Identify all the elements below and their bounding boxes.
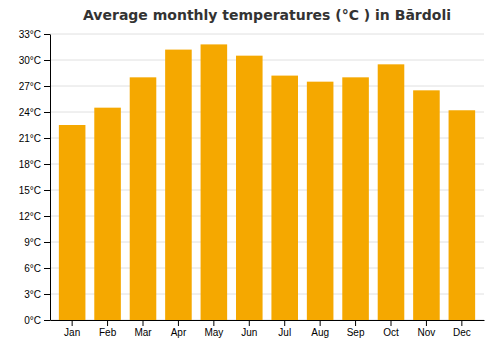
y-tick-label: 33°C [19,29,41,40]
grid-line [50,34,484,35]
x-tick-mark [461,320,462,326]
bar [378,64,405,320]
y-tick-mark [44,60,50,61]
y-tick-label: 18°C [19,159,41,170]
bar [342,77,369,320]
bars [59,44,475,320]
y-tick-mark [44,268,50,269]
x-tick: Mar [134,320,152,338]
grid-line [50,86,484,87]
y-tick: 9°C [24,237,50,248]
y-tick-label: 3°C [24,289,41,300]
x-tick: Apr [171,320,187,338]
y-tick: 18°C [19,159,50,170]
x-tick-mark [355,320,356,326]
bar [59,125,86,320]
y-tick-mark [44,86,50,87]
x-tick-label: Sep [347,327,365,338]
bar [236,56,263,320]
bar [94,108,121,320]
grid [50,34,484,320]
y-tick: 6°C [24,263,50,274]
y-tick: 27°C [19,81,50,92]
x-tick-label: Feb [99,327,117,338]
x-tick-mark [143,320,144,326]
x-tick-label: Oct [383,327,399,338]
plot: 0°C 3°C 6°C 9°C 12°C 15°C 18°C 21°C 24°C 27°C 30°C… [19,29,485,338]
bar [307,82,334,320]
x-tick: Oct [383,320,399,338]
x-tick-mark [107,320,108,326]
y-tick-label: 12°C [19,211,41,222]
y-tick-mark [44,216,50,217]
y-tick: 15°C [19,185,50,196]
x-tick: Jun [241,320,257,338]
x-tick-label: Apr [171,327,187,338]
x-axis-line [51,320,485,321]
bar [271,76,298,320]
y-tick-mark [44,190,50,191]
x-tick-label: Jan [64,327,80,338]
bar [201,44,228,320]
y-tick: 24°C [19,107,50,118]
y-axis-line [50,35,51,321]
x-tick: Sep [347,320,365,338]
y-tick-mark [44,320,50,321]
bar [413,90,440,320]
x-tick-mark [72,320,73,326]
grid-line [50,60,484,61]
x-tick-label: Jul [278,327,291,338]
y-tick: 30°C [19,55,50,66]
x-tick-mark [178,320,179,326]
bar [449,110,476,320]
x-tick-mark [426,320,427,326]
y-tick-label: 21°C [19,133,41,144]
x-tick-mark [249,320,250,326]
x-tick-label: Mar [134,327,152,338]
x-tick: Jan [64,320,80,338]
x-tick-label: Dec [453,327,471,338]
x-tick-mark [284,320,285,326]
x-tick-label: May [204,327,223,338]
x-tick-label: Aug [311,327,329,338]
x-tick: Nov [418,320,436,338]
y-tick-label: 27°C [19,81,41,92]
y-tick-mark [44,294,50,295]
y-tick-label: 9°C [24,237,41,248]
x-tick: Aug [311,320,329,338]
y-tick: 0°C [24,315,50,326]
x-tick-label: Jun [241,327,257,338]
x-tick: May [204,320,223,338]
y-tick-mark [44,112,50,113]
x-tick: Jul [278,320,291,338]
x-tick: Feb [99,320,117,338]
y-tick-label: 6°C [24,263,41,274]
y-tick: 33°C [19,29,50,40]
x-tick-mark [320,320,321,326]
bar [130,77,157,320]
y-tick-mark [44,34,50,35]
x-tick-mark [213,320,214,326]
title: Average monthly temperatures (°C ) in Bā… [83,7,451,23]
y-tick: 12°C [19,211,50,222]
chart: 0°C 3°C 6°C 9°C 12°C 15°C 18°C 21°C 24°C 27°C 30°C… [0,0,500,350]
y-tick-label: 30°C [19,55,41,66]
y-tick-label: 15°C [19,185,41,196]
y-tick-mark [44,242,50,243]
y-tick-label: 0°C [24,315,41,326]
y-tick-mark [44,164,50,165]
y-tick: 3°C [24,289,50,300]
x-tick-mark [391,320,392,326]
y-axis: 0°C 3°C 6°C 9°C 12°C 15°C 18°C 21°C 24°C 27°C 30°C… [19,29,51,326]
x-tick: Dec [453,320,471,338]
y-tick-mark [44,138,50,139]
y-tick-label: 24°C [19,107,41,118]
x-tick-label: Nov [418,327,436,338]
bar [165,50,192,320]
x-axis: Jan Feb Mar Apr May Jun Jul Aug Sep Oct Nov Dec [51,320,485,338]
y-tick: 21°C [19,133,50,144]
